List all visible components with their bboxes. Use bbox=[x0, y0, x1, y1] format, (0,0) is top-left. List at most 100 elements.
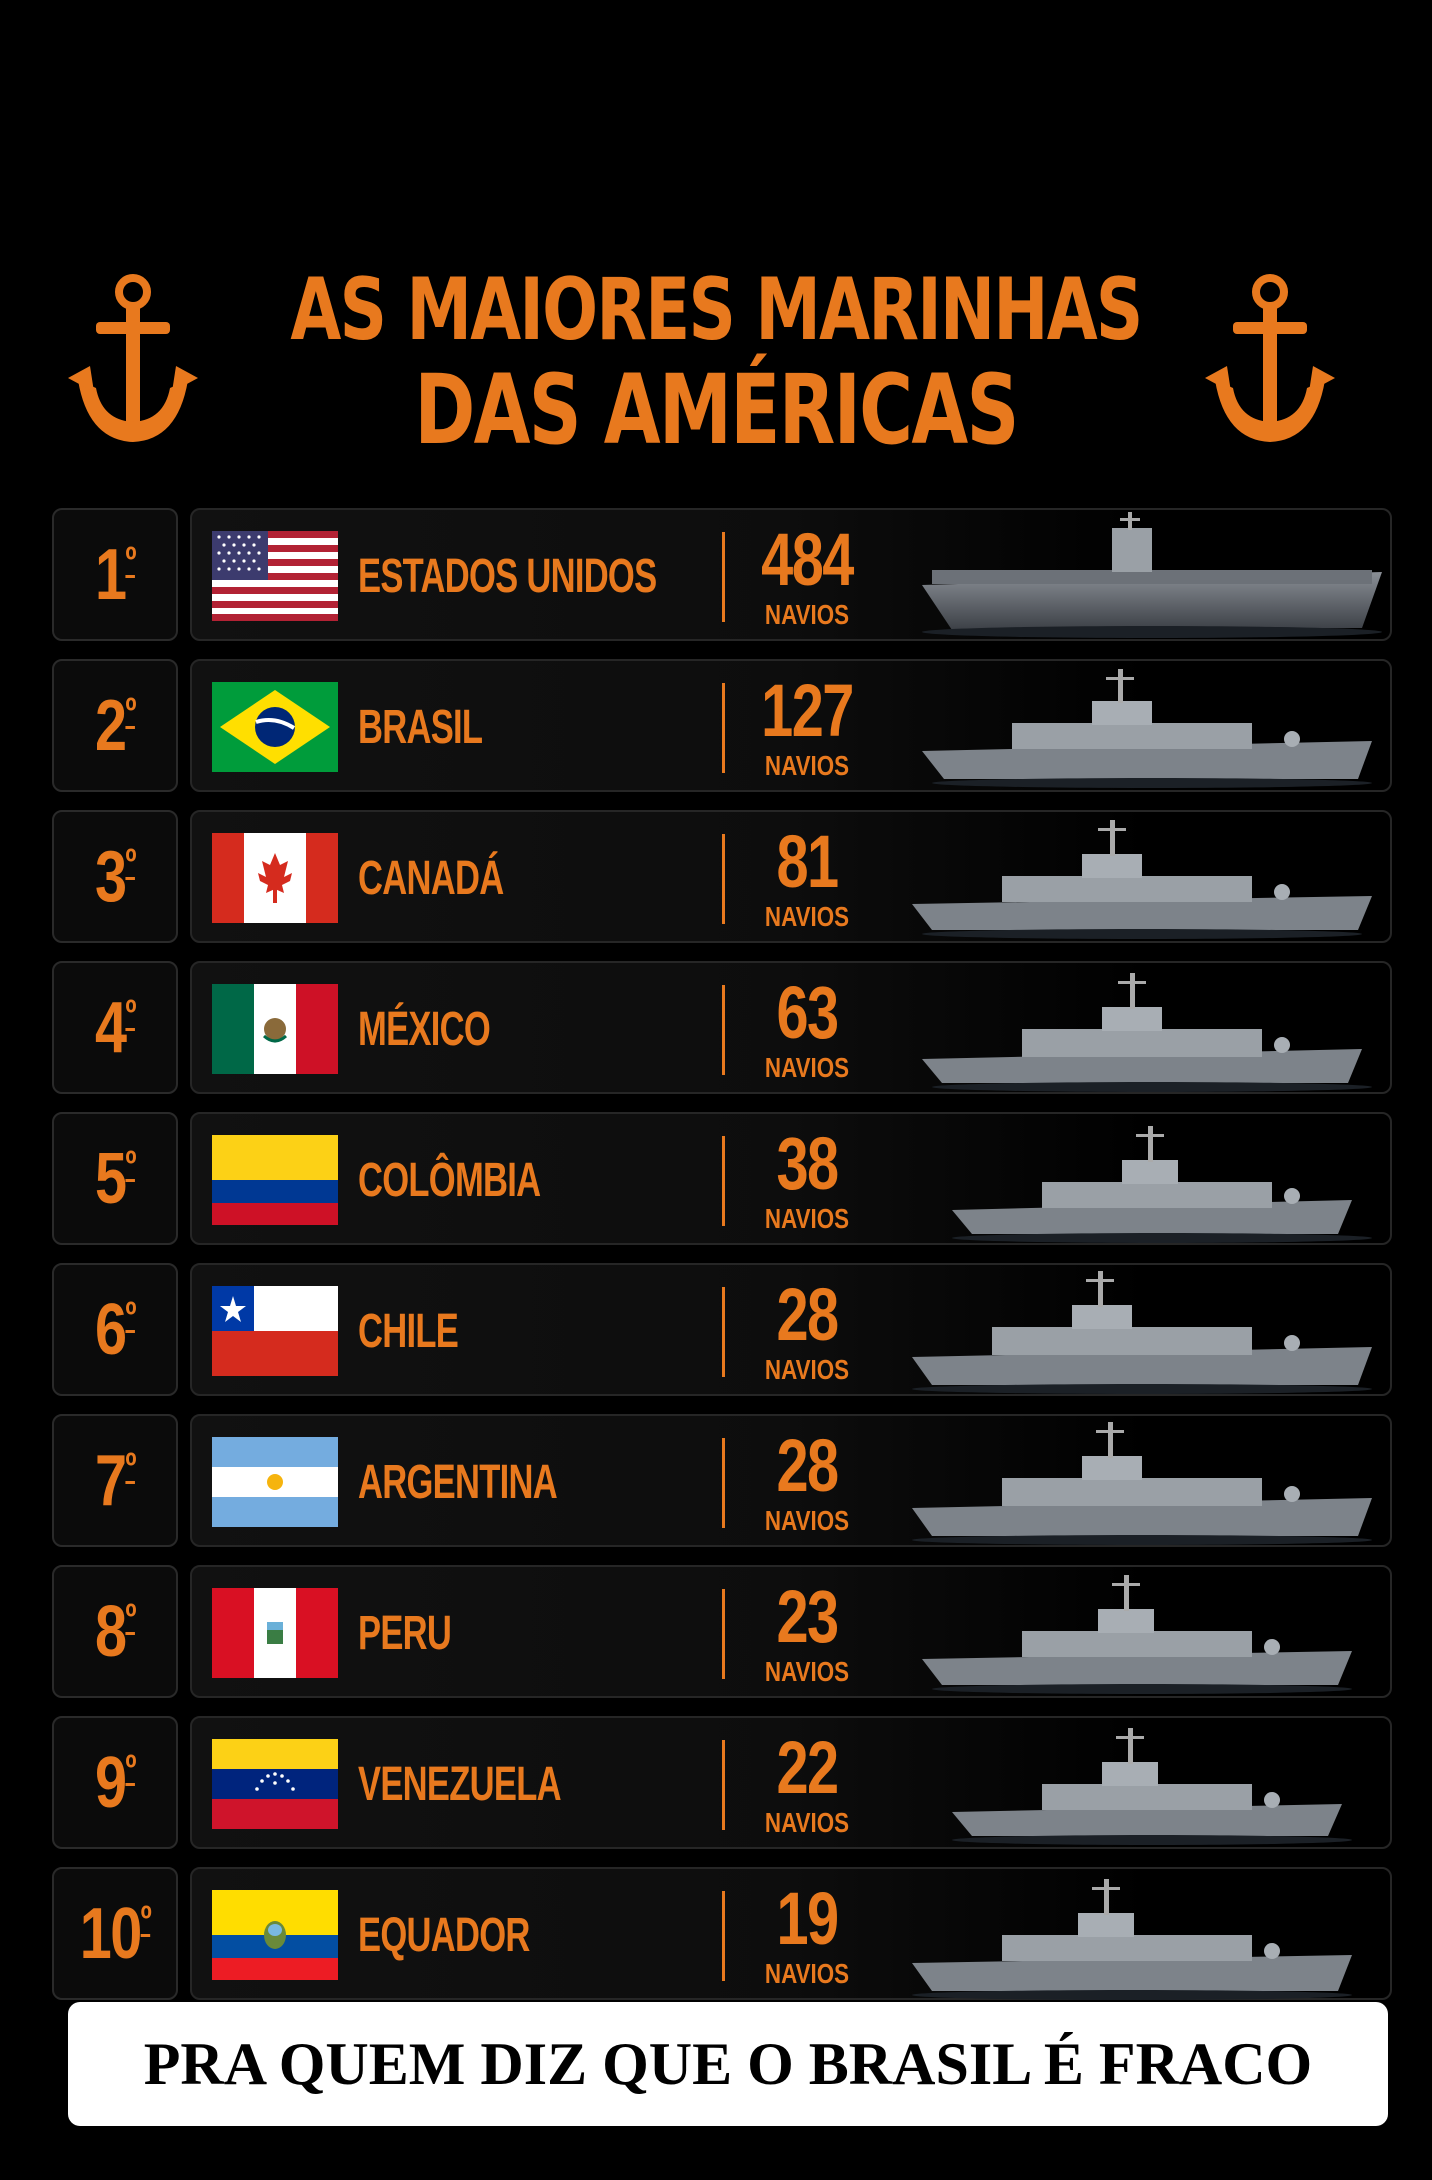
rank-number: 5º bbox=[95, 1138, 137, 1219]
count-value: 19 bbox=[776, 1877, 839, 1960]
ship-count: 38 NAVIOS bbox=[742, 1124, 872, 1234]
frigate-image bbox=[912, 1879, 1352, 2000]
country-name: ARGENTINA bbox=[358, 1456, 558, 1509]
rank-box: 5º bbox=[52, 1112, 178, 1245]
rank-number: 1º bbox=[95, 534, 137, 615]
count-value: 38 bbox=[776, 1122, 839, 1205]
venezuela-flag-icon bbox=[212, 1739, 338, 1829]
count-unit: NAVIOS bbox=[764, 1203, 850, 1234]
brazil-flag-icon bbox=[212, 682, 338, 772]
title-line-2: DAS AMÉRICAS bbox=[414, 354, 1019, 466]
count-unit: NAVIOS bbox=[764, 1505, 850, 1536]
mexico-flag-icon bbox=[212, 984, 338, 1074]
caption-banner: PRA QUEM DIZ QUE O BRASIL É FRACO bbox=[68, 2002, 1388, 2126]
count-unit: NAVIOS bbox=[764, 1807, 850, 1838]
count-unit: NAVIOS bbox=[764, 901, 850, 932]
rank-number: 9º bbox=[95, 1742, 137, 1823]
country-name: MÉXICO bbox=[358, 1003, 491, 1056]
list-item: 6º CHILE 28 NAVIOS bbox=[52, 1263, 1392, 1396]
ship-count: 63 NAVIOS bbox=[742, 973, 872, 1083]
ship-count: 23 NAVIOS bbox=[742, 1577, 872, 1687]
country-box: MÉXICO 63 NAVIOS bbox=[190, 961, 1392, 1094]
country-box: ARGENTINA 28 NAVIOS bbox=[190, 1414, 1392, 1547]
country-box: ESTADOS UNIDOS 484 NAVIOS bbox=[190, 508, 1392, 641]
peru-flag-icon bbox=[212, 1588, 338, 1678]
divider bbox=[722, 1891, 725, 1981]
count-unit: NAVIOS bbox=[764, 1958, 850, 1989]
list-item: 5º COLÔMBIA 38 NAVIOS bbox=[52, 1112, 1392, 1245]
rank-number: 3º bbox=[95, 836, 137, 917]
frigate-image bbox=[952, 1126, 1372, 1243]
anchor-icon bbox=[1205, 274, 1335, 442]
rank-box: 7º bbox=[52, 1414, 178, 1547]
divider bbox=[722, 1740, 725, 1830]
list-item: 7º ARGENTINA 28 NAVIOS bbox=[52, 1414, 1392, 1547]
count-value: 484 bbox=[761, 518, 854, 601]
divider bbox=[722, 985, 725, 1075]
country-name: CHILE bbox=[358, 1305, 459, 1358]
rank-box: 10º bbox=[52, 1867, 178, 2000]
rank-number: 2º bbox=[95, 685, 137, 766]
divider bbox=[722, 683, 725, 773]
country-box: EQUADOR 19 NAVIOS bbox=[190, 1867, 1392, 2000]
rank-box: 9º bbox=[52, 1716, 178, 1849]
rank-box: 4º bbox=[52, 961, 178, 1094]
rank-number: 6º bbox=[95, 1289, 137, 1370]
country-name: VENEZUELA bbox=[358, 1758, 562, 1811]
count-unit: NAVIOS bbox=[764, 750, 850, 781]
country-box: PERU 23 NAVIOS bbox=[190, 1565, 1392, 1698]
divider bbox=[722, 1287, 725, 1377]
count-value: 23 bbox=[776, 1575, 839, 1658]
ship-count: 28 NAVIOS bbox=[742, 1275, 872, 1385]
frigate-image bbox=[922, 1575, 1352, 1694]
ship-count: 484 NAVIOS bbox=[742, 520, 872, 630]
rank-number: 4º bbox=[95, 987, 137, 1068]
chile-flag-icon bbox=[212, 1286, 338, 1376]
ecuador-flag-icon bbox=[212, 1890, 338, 1980]
colombia-flag-icon bbox=[212, 1135, 338, 1225]
count-value: 28 bbox=[776, 1273, 839, 1356]
rank-box: 1º bbox=[52, 508, 178, 641]
country-name: BRASIL bbox=[358, 701, 483, 754]
divider bbox=[722, 1136, 725, 1226]
country-box: CANADÁ 81 NAVIOS bbox=[190, 810, 1392, 943]
count-unit: NAVIOS bbox=[764, 599, 850, 630]
country-name: COLÔMBIA bbox=[358, 1154, 541, 1207]
country-box: BRASIL 127 NAVIOS bbox=[190, 659, 1392, 792]
ship-count: 81 NAVIOS bbox=[742, 822, 872, 932]
rank-box: 2º bbox=[52, 659, 178, 792]
rank-number: 7º bbox=[95, 1440, 137, 1521]
country-name: PERU bbox=[358, 1607, 452, 1660]
list-item: 10º EQUADOR 19 NAVIOS bbox=[52, 1867, 1392, 2000]
frigate-image bbox=[922, 669, 1372, 788]
rank-number: 8º bbox=[95, 1591, 137, 1672]
country-name: CANADÁ bbox=[358, 852, 504, 905]
country-name: EQUADOR bbox=[358, 1909, 530, 1962]
ship-count: 19 NAVIOS bbox=[742, 1879, 872, 1989]
anchor-icon bbox=[68, 274, 198, 442]
aircraft-carrier-image bbox=[922, 512, 1382, 638]
frigate-image bbox=[912, 1271, 1372, 1394]
list-item: 4º MÉXICO 63 NAVIOS bbox=[52, 961, 1392, 1094]
argentina-flag-icon bbox=[212, 1437, 338, 1527]
ranking-list: 1º bbox=[52, 508, 1392, 2018]
caption-text: PRA QUEM DIZ QUE O BRASIL É FRACO bbox=[143, 2030, 1313, 2097]
divider bbox=[722, 834, 725, 924]
frigate-image bbox=[912, 1422, 1372, 1545]
country-box: COLÔMBIA 38 NAVIOS bbox=[190, 1112, 1392, 1245]
usa-flag-icon bbox=[212, 531, 338, 621]
ship-count: 28 NAVIOS bbox=[742, 1426, 872, 1536]
list-item: 3º CANADÁ 81 NAVIOS bbox=[52, 810, 1392, 943]
count-value: 127 bbox=[761, 669, 854, 752]
frigate-image bbox=[952, 1728, 1352, 1845]
count-unit: NAVIOS bbox=[764, 1052, 850, 1083]
count-unit: NAVIOS bbox=[764, 1354, 850, 1385]
canada-flag-icon bbox=[212, 833, 338, 923]
rank-box: 3º bbox=[52, 810, 178, 943]
frigate-image bbox=[912, 820, 1372, 939]
list-item: 9º VENEZUELA 22 NAVIOS bbox=[52, 1716, 1392, 1849]
frigate-image bbox=[922, 973, 1372, 1092]
rank-box: 6º bbox=[52, 1263, 178, 1396]
count-value: 63 bbox=[776, 971, 839, 1054]
country-name: ESTADOS UNIDOS bbox=[358, 550, 657, 603]
